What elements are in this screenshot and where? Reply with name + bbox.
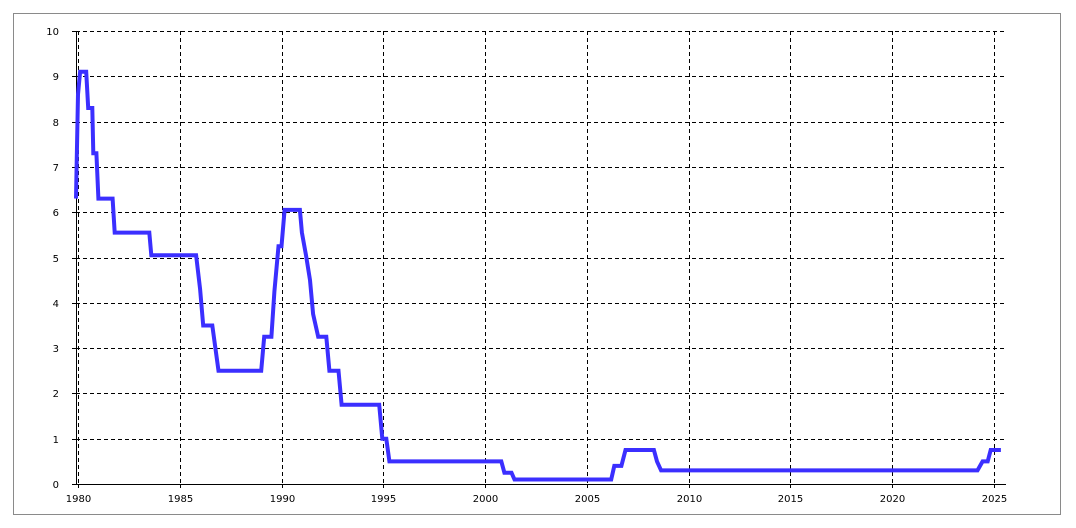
x-tick-label: 1980 [66, 494, 91, 505]
y-tick-label: 7 [53, 163, 59, 174]
interest-rate-line-chart: 1980 1985 1990 1995 2000 2005 2010 2015 2020 2025… [46, 27, 1007, 505]
grid [76, 31, 1006, 484]
series-group [74, 69, 1001, 482]
x-tick-label: 1985 [168, 494, 193, 505]
y-tick-label: 3 [53, 344, 59, 355]
x-tick-label: 2000 [473, 494, 498, 505]
x-tick-label: 2020 [880, 494, 905, 505]
y-tick-label: 10 [46, 27, 59, 38]
y-tick-label: 8 [53, 118, 59, 129]
axes [76, 31, 1006, 485]
x-tick-label: 2010 [677, 494, 702, 505]
x-tick-label: 2015 [778, 494, 803, 505]
y-axis-ticks: 0 1 2 3 4 5 6 7 8 9 10 [46, 27, 76, 491]
x-axis-ticks: 1980 1985 1990 1995 2000 2005 2010 2015 2020 2025 [66, 484, 1007, 505]
y-tick-label: 9 [53, 72, 59, 83]
y-tick-label: 0 [53, 480, 59, 491]
x-tick-label: 1990 [270, 494, 295, 505]
x-tick-label: 2005 [575, 494, 600, 505]
y-tick-label: 4 [53, 299, 59, 310]
x-tick-label: 2025 [982, 494, 1007, 505]
y-tick-label: 2 [53, 389, 59, 400]
y-tick-label: 5 [53, 254, 59, 265]
y-tick-label: 1 [53, 435, 59, 446]
chart-frame: 1980 1985 1990 1995 2000 2005 2010 2015 2020 2025… [13, 13, 1061, 515]
series-line [74, 69, 1001, 482]
x-tick-label: 1995 [371, 494, 396, 505]
y-tick-label: 6 [53, 208, 59, 219]
